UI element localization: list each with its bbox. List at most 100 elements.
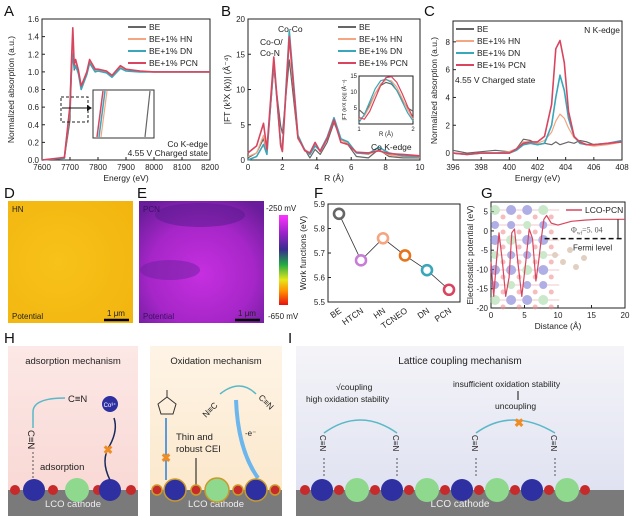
- x-tick-label: 7600: [33, 163, 51, 172]
- x-tick-label: 5: [522, 311, 527, 320]
- insufficient-stability-label: insufficient oxidation stability: [453, 379, 561, 389]
- lattice-atom: [548, 259, 554, 265]
- lattice-atom: [548, 244, 554, 250]
- y-axis-label: Electrostatic potential (eV): [465, 205, 475, 304]
- annotation-co-n: Co-N: [260, 48, 280, 58]
- schematic-title-adsorption: adsorption mechanism: [25, 356, 121, 367]
- panel-label-a: A: [4, 3, 14, 20]
- cn-group-top: C≡N: [68, 394, 87, 405]
- lattice-atom: [500, 229, 506, 235]
- x-axis-label: Energy (eV): [515, 173, 561, 183]
- x-tick-label: 2: [280, 163, 285, 172]
- cei-label-line2: robust CEI: [176, 444, 221, 455]
- series-line-be-1-pcn: [247, 35, 421, 157]
- lattice-atom: [522, 295, 533, 305]
- lattice-atom: [516, 304, 522, 310]
- lattice-atom: [490, 265, 501, 275]
- uncoupling-cross-icon: ✖: [514, 416, 524, 430]
- legend-label: BE+1% HN: [477, 36, 520, 46]
- y-tick-label: -5: [481, 246, 489, 255]
- panel-label-d: D: [4, 185, 15, 202]
- y-tick-label: 6: [446, 66, 451, 75]
- panel-label-b: B: [221, 3, 231, 20]
- y-tick-label: 5.9: [314, 200, 326, 209]
- blocked-cross-icon: ✖: [103, 443, 113, 457]
- x-axis-label: R (Å): [324, 173, 344, 183]
- ethylene-carbonate-molecule: [157, 390, 177, 415]
- legend-label: BE+1% PCN: [477, 60, 526, 70]
- lattice-atom: [500, 304, 506, 310]
- scale-bar-label-hn: 1 μm: [107, 309, 125, 318]
- x-axis-label: Energy (eV): [103, 173, 149, 183]
- plot-frame: [327, 203, 461, 303]
- phi-subscript: wf: [577, 232, 583, 237]
- annotation-co-co: Co-Co: [278, 24, 303, 34]
- lattice-atom: [522, 205, 533, 215]
- inset-line: [358, 78, 414, 123]
- inset-x-tick-label: 2: [411, 127, 415, 133]
- inset-y-label: |FT (k³X (k))| (Å⁻⁴): [341, 79, 348, 120]
- cn-group-vertical: C≡N: [25, 430, 36, 449]
- y-tick-label: 0.8: [28, 86, 40, 95]
- lithium-atom: [485, 478, 509, 502]
- x-tick-label: 0: [246, 163, 251, 172]
- panel-a-annotations: Co K-edge 4.55 V Charged state: [60, 89, 208, 158]
- lattice-atom: [548, 289, 554, 295]
- molecule-atom: [552, 252, 558, 258]
- uncoupling-label: uncoupling: [495, 401, 536, 411]
- lattice-atom: [532, 214, 538, 220]
- lattice-atom: [532, 289, 538, 295]
- y-tick-label: 1.6: [28, 15, 40, 24]
- work-function-label: Φwf=5. 04: [571, 226, 603, 237]
- lattice-atom: [516, 289, 522, 295]
- electron-transfer-arrow: [234, 399, 260, 480]
- cn-group: C≡N: [470, 435, 479, 451]
- series-line-be-1-hn: [452, 113, 623, 155]
- adsorption-label: adsorption: [40, 462, 84, 473]
- legend-label: BE+1% PCN: [149, 58, 198, 68]
- data-point-pcn: [442, 283, 456, 297]
- lattice-atoms: [10, 478, 136, 502]
- x-tick-label: 10: [554, 311, 563, 320]
- x-tick-label: 8: [383, 163, 388, 172]
- uncoupled-nitrile-chain: [475, 419, 556, 434]
- dissolution-arrow: [104, 417, 117, 481]
- schematic-title-lattice: Lattice coupling mechanism: [398, 356, 521, 367]
- lattice-atom: [522, 235, 533, 245]
- x-tick-label: 400: [503, 163, 517, 172]
- lattice-atoms-with-cei: [151, 477, 281, 503]
- cobalt-atom: [521, 479, 543, 501]
- annotation-charged-state-c: 4.55 V Charged state: [455, 75, 536, 85]
- x-tick-label: 7800: [89, 163, 107, 172]
- potential-map-hn: [8, 201, 133, 323]
- scale-bar-label-pcn: 1 μm: [238, 309, 256, 318]
- coupling-label: √coupling: [336, 382, 373, 392]
- blocked-cross-icon: ✖: [161, 451, 171, 465]
- lattice-atom: [516, 229, 522, 235]
- lattice-atom: [516, 244, 522, 250]
- lattice-atom: [500, 214, 506, 220]
- y-tick-label: 5.6: [314, 274, 326, 283]
- y-tick-label: 20: [236, 15, 245, 24]
- lattice-atom: [532, 259, 538, 265]
- cn-group: C≡N: [549, 435, 558, 451]
- annotation-co-k-edge-b: Co K-edge: [371, 142, 412, 152]
- lattice-atom: [506, 265, 517, 275]
- inset-y-tick-label: 5: [354, 106, 358, 112]
- lattice-atom: [516, 214, 522, 220]
- nitrile-chain: [219, 385, 257, 395]
- y-tick-label: 1.2: [28, 50, 40, 59]
- kpfm-image-pcn: PCN Potential 1 μm: [139, 201, 264, 323]
- inset-a-box: [92, 89, 155, 139]
- legend-label: BE+1% DN: [149, 46, 192, 56]
- y-tick-label: 5.5: [314, 298, 326, 307]
- connector-line: [338, 213, 450, 291]
- data-point-be: [332, 207, 346, 221]
- x-tick-label: 0: [489, 311, 494, 320]
- data-point-htcn: [354, 254, 368, 267]
- schematic-lattice-coupling: Lattice coupling mechanism √coupling hig…: [296, 346, 624, 516]
- electron-label: -e⁻: [245, 429, 256, 438]
- adsorption-bonds: [323, 458, 556, 478]
- lattice-atom: [523, 221, 532, 229]
